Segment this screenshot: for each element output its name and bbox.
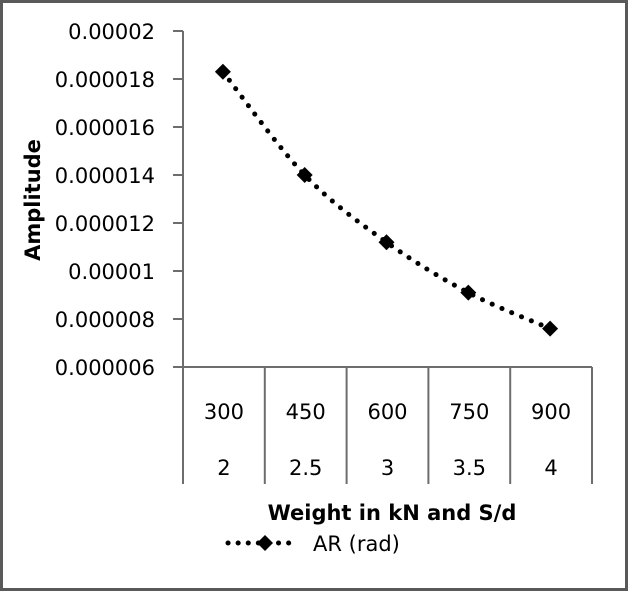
y-tick-label: 0.000006 <box>55 356 155 380</box>
data-point-diamond-icon <box>296 167 313 183</box>
x-category-weight-label: 750 <box>449 400 489 424</box>
legend-label: AR (rad) <box>313 532 400 556</box>
data-point-diamond-icon <box>214 63 231 80</box>
y-tick-label: 0.00002 <box>68 20 155 44</box>
x-category-sd-label: 3.5 <box>453 456 486 480</box>
series-ar-rad <box>214 63 559 337</box>
y-tick-label: 0.000008 <box>55 308 155 332</box>
data-point-diamond-icon <box>542 320 559 337</box>
y-tick-label: 0.000018 <box>55 68 155 92</box>
x-category-weight-label: 900 <box>531 400 571 424</box>
x-category-sd-label: 3 <box>381 456 394 480</box>
x-category-sd-label: 4 <box>544 456 557 480</box>
data-point-diamond-icon <box>378 234 395 251</box>
series-line <box>220 69 553 332</box>
y-axis-title: Amplitude <box>21 139 45 261</box>
x-category-weight-label: 450 <box>286 400 326 424</box>
x-axis-title: Weight in kN and S/d <box>268 501 517 525</box>
x-category-weight-label: 300 <box>204 400 244 424</box>
y-tick-label: 0.000012 <box>55 212 155 236</box>
data-point-diamond-icon <box>460 284 477 301</box>
y-tick-label: 0.000016 <box>55 116 155 140</box>
legend: AR (rad) <box>225 532 400 556</box>
y-tick-label: 0.000014 <box>55 164 155 188</box>
y-tick-label: 0.00001 <box>68 260 155 284</box>
y-axis: 0.000006 0.000008 0.00001 0.000012 0.000014 0… <box>55 20 184 380</box>
legend-diamond-icon <box>257 535 273 551</box>
x-category-sd-label: 2.5 <box>289 456 322 480</box>
x-category-sd-label: 2 <box>217 456 230 480</box>
x-axis: 300 2 450 2.5 600 3 750 3.5 900 4 <box>182 366 593 484</box>
x-category-weight-label: 600 <box>367 400 407 424</box>
